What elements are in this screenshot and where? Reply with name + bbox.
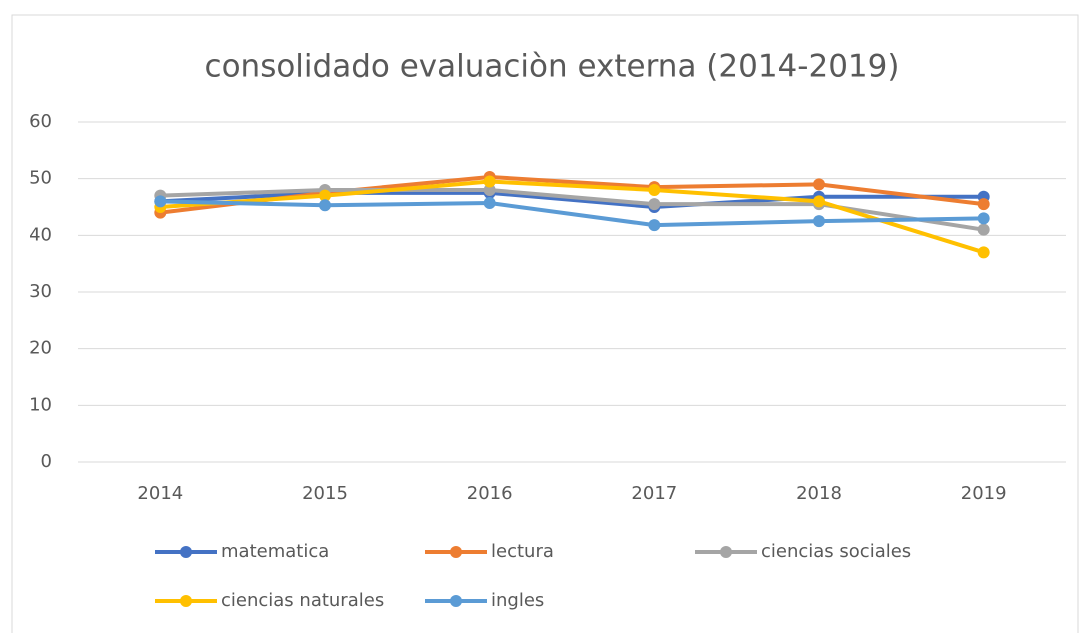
data-point <box>977 198 990 211</box>
data-point <box>483 197 496 210</box>
data-point <box>813 195 825 208</box>
data-point <box>977 223 990 236</box>
data-point <box>813 178 825 191</box>
legend-marker <box>180 595 192 607</box>
x-tick-label: 2018 <box>796 483 842 504</box>
legend-marker <box>450 595 462 607</box>
x-tick-label: 2016 <box>467 483 513 504</box>
data-point <box>483 175 496 188</box>
data-point <box>483 184 496 196</box>
y-tick-label: 0 <box>41 451 52 472</box>
legend-marker <box>450 546 462 558</box>
data-point <box>977 246 990 259</box>
legend-label: ciencias naturales <box>221 590 384 611</box>
legend-label: ciencias sociales <box>761 541 911 562</box>
chart-border <box>11 14 1079 637</box>
y-tick-label: 30 <box>29 281 52 302</box>
series-line <box>160 199 984 228</box>
legend-marker <box>720 546 732 558</box>
legend-label: ingles <box>491 590 544 611</box>
chart-title: consolidado evaluaciòn externa (2014-201… <box>205 49 900 85</box>
data-point <box>648 184 661 196</box>
x-tick-label: 2019 <box>961 483 1007 504</box>
data-point <box>319 189 331 202</box>
y-tick-label: 20 <box>29 338 52 359</box>
x-tick-label: 2017 <box>631 483 677 504</box>
x-tick-label: 2015 <box>302 483 348 504</box>
legend-marker <box>180 546 192 558</box>
data-point <box>977 212 990 225</box>
legend-label: lectura <box>491 541 554 562</box>
y-tick-label: 60 <box>29 111 52 132</box>
data-point <box>154 195 167 208</box>
y-tick-label: 10 <box>29 394 52 415</box>
data-point <box>648 219 661 232</box>
y-tick-label: 50 <box>29 168 52 189</box>
data-point <box>813 215 825 228</box>
series-line <box>160 179 985 255</box>
x-tick-label: 2014 <box>137 483 183 504</box>
data-point <box>319 199 331 212</box>
data-point <box>648 198 661 211</box>
y-tick-label: 40 <box>29 224 52 245</box>
legend-label: matematica <box>221 541 329 562</box>
